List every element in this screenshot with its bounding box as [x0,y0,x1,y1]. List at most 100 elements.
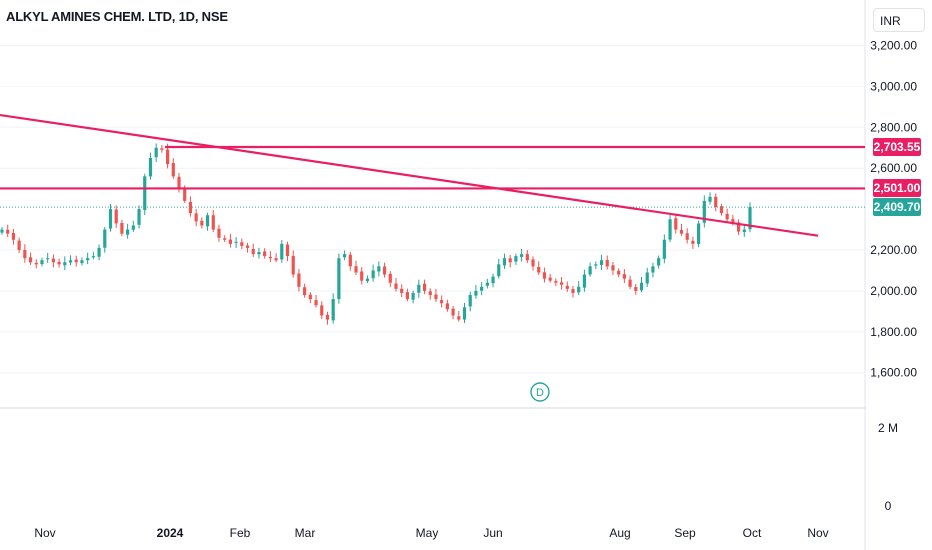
candle [405,288,410,302]
candle [594,261,598,270]
candle [645,267,649,288]
candle [257,247,261,259]
candle [40,257,44,267]
candle-body [508,258,512,263]
candle-body [411,292,415,300]
candle-body [474,290,478,296]
candle-body [542,272,547,279]
candle-body [268,256,272,259]
price-tick-label: 3,200.00 [870,39,917,53]
time-tick-label: May [416,526,439,540]
candle-body [143,176,147,210]
candle-body [337,258,341,300]
candle-body [622,274,626,279]
candle [80,257,84,266]
candle-body [91,256,95,258]
candle-body [502,258,507,266]
dividend-event-marker[interactable]: D [530,382,550,402]
drawn-lines [0,113,865,237]
candle [263,248,267,259]
candle-body [371,270,375,279]
candle [422,279,427,295]
candle [46,252,50,263]
candle [668,215,672,243]
candle-body [491,276,495,284]
candle-body [440,300,444,304]
candle [537,261,541,275]
candle-body [40,260,44,265]
candle [577,280,581,295]
candle-body [417,284,421,293]
candle [428,288,432,300]
candle [617,268,621,278]
candle [211,210,215,233]
price-tick-label: 1,600.00 [870,366,917,380]
candle-body [57,261,61,265]
chart-title: ALKYL AMINES CHEM. LTD, 1D, NSE [6,9,228,24]
candle-body [245,245,250,248]
candle-body [354,266,358,273]
candle-body [605,260,609,267]
candle-body [28,257,33,263]
candle-body [320,305,324,316]
candle-body [468,294,472,307]
candle [502,253,507,270]
time-tick-label: 2024 [157,526,184,540]
candle-body [748,207,752,230]
candle [228,233,232,248]
chart-grid [0,0,866,550]
candle [360,267,364,285]
candle-body [137,209,141,225]
candle [565,281,569,292]
candle-body [194,213,198,222]
candle [120,219,124,237]
candle [702,195,706,228]
candle [188,196,193,217]
candle [634,283,638,295]
currency-selector[interactable]: INR [873,8,925,32]
candle-body [742,229,746,233]
candle-body [314,300,318,306]
candle [719,203,724,216]
candle-body [708,196,712,202]
candle [57,258,61,268]
candle [337,253,341,304]
candle-body [11,233,16,240]
candle-body [348,254,352,267]
candle-body [525,254,529,261]
candle-body [360,271,364,281]
time-tick-label: Sep [674,526,696,540]
candle-body [177,176,181,189]
candle [520,248,524,262]
candle-body [274,258,278,261]
candle-body [97,247,101,257]
candle [725,208,729,224]
candle [508,254,512,268]
candle [194,208,198,227]
candle-body [714,196,718,208]
candle-body [297,273,301,287]
candle-body [17,240,21,250]
candle-body [531,259,535,267]
candle [445,299,449,312]
candle-body [211,215,215,230]
candle [126,223,130,239]
candle [303,283,307,298]
candle-body [691,240,695,244]
candle-body [377,266,381,272]
candle [143,173,147,216]
candle-body [594,264,598,266]
candle [417,279,421,298]
candle-body [46,258,50,260]
candle [63,256,67,271]
candle [451,306,455,320]
candle-body [108,209,113,229]
candle [365,275,370,284]
time-tick-label: Nov [34,526,55,540]
candle-body [251,248,255,255]
candle-body [86,258,90,261]
volume-axis: 2 M 0 [878,421,898,513]
candle-body [639,282,644,291]
candle-body [457,316,461,320]
